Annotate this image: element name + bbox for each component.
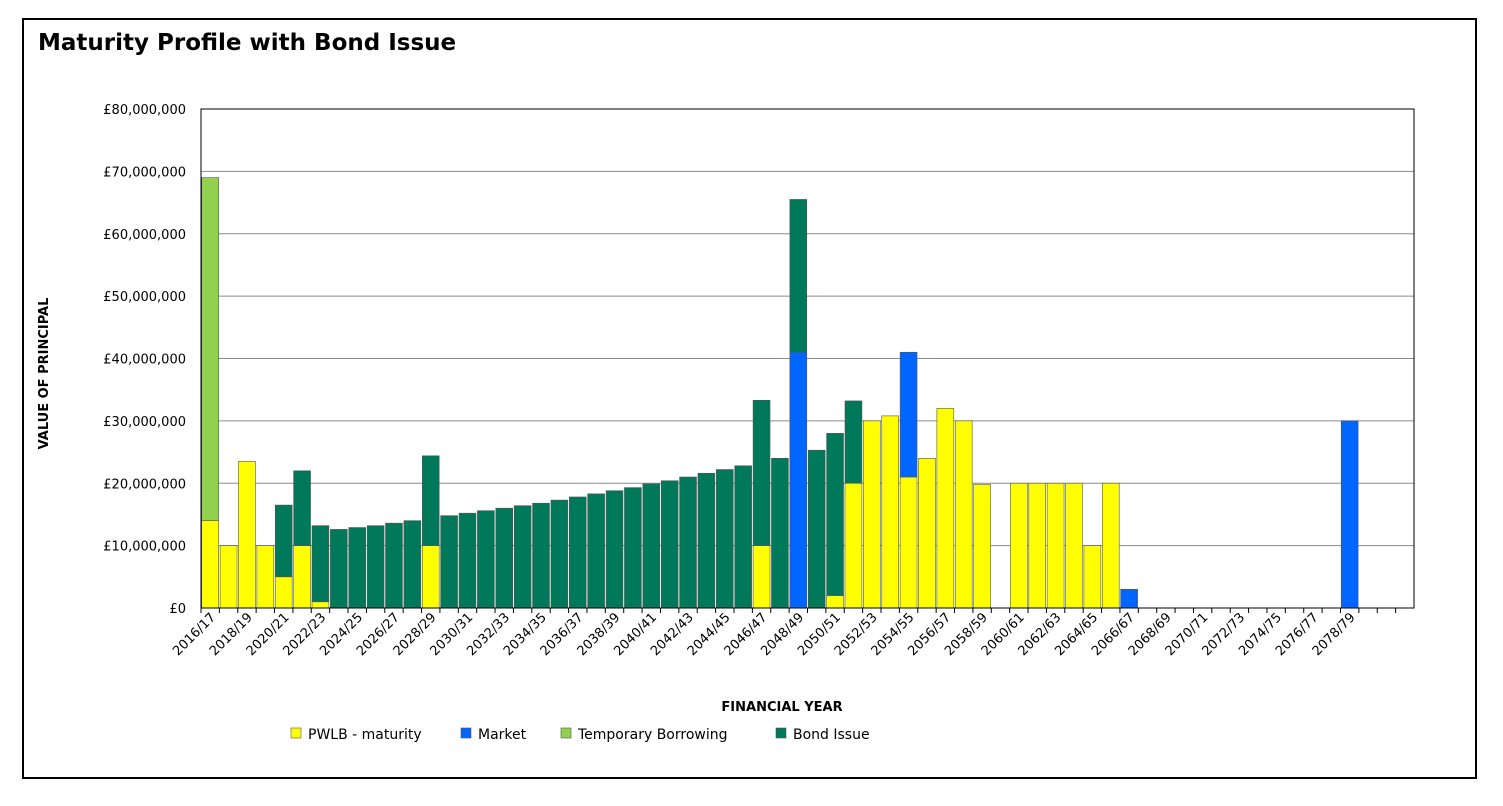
- bar-bond-issue-2041-42: [660, 480, 679, 609]
- legend-label: Market: [478, 727, 527, 743]
- bar-pwlb-maturity-2064-65: [1083, 545, 1102, 609]
- legend-swatch: [560, 727, 572, 739]
- legend-label: Bond Issue: [793, 727, 870, 743]
- bar-pwlb-maturity-2046-47: [752, 545, 771, 609]
- y-axis-tick-labels: £0 £10,000,000 £20,000,000 £30,000,000 £40,0…: [103, 103, 186, 617]
- bar-bond-issue-2042-43: [679, 476, 697, 609]
- x-axis-title: FINANCIAL YEAR: [721, 700, 842, 715]
- bar-bond-issue-2034-35: [532, 502, 550, 609]
- bar-pwlb-maturity-2057-58: [954, 420, 973, 609]
- bar-pwlb-maturity-2021-22: [293, 545, 311, 609]
- bar-pwlb-maturity-2060-61: [1010, 482, 1028, 609]
- bar-market-2066-67: [1120, 588, 1138, 609]
- y-tick-label: £70,000,000: [103, 165, 186, 180]
- x-axis-tick-labels: 2016/172018/192020/212022/232024/252026/…: [170, 608, 1397, 659]
- bar-bond-issue-2039-40: [624, 487, 642, 609]
- y-tick-label: £10,000,000: [103, 540, 186, 555]
- bar-pwlb-maturity-2053-54: [881, 415, 899, 609]
- bar-bond-issue-2029-30: [440, 515, 458, 609]
- bar-bond-issue-2032-33: [495, 507, 514, 609]
- y-tick-label: £60,000,000: [103, 228, 186, 243]
- legend: PWLB - maturity Market Temporary Borrowing…: [290, 727, 870, 743]
- chart-title: Maturity Profile with Bond Issue: [38, 30, 457, 56]
- y-axis-title: VALUE OF PRINCIPAL: [37, 298, 52, 450]
- bar-bond-issue-2036-37: [569, 496, 587, 609]
- chart-frame: [22, 18, 1477, 779]
- bar-pwlb-maturity-2017-18: [219, 545, 238, 609]
- bar-bond-issue-2051-52: [844, 400, 863, 484]
- legend-swatch: [775, 727, 787, 739]
- bars: [201, 177, 1359, 609]
- bar-pwlb-maturity-2050-51: [826, 595, 844, 609]
- bar-bond-issue-2049-50: [807, 449, 826, 609]
- y-tick-label: £50,000,000: [103, 290, 186, 305]
- bar-bond-issue-2043-44: [697, 472, 716, 609]
- bar-bond-issue-2047-48: [771, 457, 789, 609]
- bar-market-2054-55: [899, 351, 918, 478]
- bar-bond-issue-2038-39: [605, 490, 624, 609]
- bar-pwlb-maturity-2055-56: [918, 457, 936, 609]
- legend-swatch: [290, 727, 302, 739]
- bar-pwlb-maturity-2056-57: [936, 408, 955, 609]
- bar-bond-issue-2046-47: [752, 399, 771, 546]
- bar-pwlb-maturity-2065-66: [1101, 482, 1120, 609]
- bar-pwlb-maturity-2022-23: [311, 601, 330, 609]
- bar-pwlb-maturity-2052-53: [863, 420, 881, 609]
- bar-bond-issue-2024-25: [348, 527, 366, 609]
- bar-bond-issue-2020-21: [274, 504, 293, 578]
- bar-bond-issue-2021-22: [293, 470, 311, 546]
- bar-bond-issue-2031-32: [477, 510, 495, 609]
- bar-pwlb-maturity-2020-21: [274, 576, 293, 609]
- bar-pwlb-maturity-2018-19: [238, 461, 256, 609]
- y-tick-label: £30,000,000: [103, 415, 186, 430]
- bar-pwlb-maturity-2058-59: [973, 484, 991, 609]
- bar-pwlb-maturity-2028-29: [421, 545, 440, 609]
- y-tick-label: £40,000,000: [103, 353, 186, 368]
- bar-market-2078-79: [1340, 420, 1359, 609]
- bar-bond-issue-2022-23: [311, 525, 330, 603]
- bar-pwlb-maturity-2016-17: [201, 520, 219, 609]
- bar-temporary-borrowing-2016-17: [201, 177, 219, 521]
- legend-label: PWLB - maturity: [308, 727, 422, 743]
- bar-bond-issue-2028-29: [421, 455, 440, 546]
- bar-pwlb-maturity-2063-64: [1065, 482, 1083, 609]
- y-tick-label: £0: [169, 602, 186, 617]
- bar-pwlb-maturity-2061-62: [1028, 482, 1046, 609]
- bar-market-2048-49: [789, 351, 808, 609]
- bar-pwlb-maturity-2054-55: [899, 476, 918, 609]
- bar-bond-issue-2050-51: [826, 433, 844, 596]
- bar-bond-issue-2025-26: [366, 525, 385, 609]
- bar-pwlb-maturity-2051-52: [844, 482, 863, 609]
- bar-bond-issue-2023-24: [330, 529, 348, 609]
- bar-bond-issue-2048-49: [789, 199, 808, 353]
- bar-bond-issue-2035-36: [550, 499, 569, 609]
- bar-bond-issue-2040-41: [642, 483, 661, 609]
- bar-bond-issue-2026-27: [385, 522, 403, 609]
- bar-bond-issue-2030-31: [458, 512, 477, 609]
- y-tick-label: £20,000,000: [103, 477, 186, 492]
- legend-label: Temporary Borrowing: [577, 727, 728, 743]
- bar-bond-issue-2037-38: [587, 493, 605, 609]
- bar-bond-issue-2027-28: [403, 520, 422, 609]
- bar-bond-issue-2045-46: [734, 465, 752, 609]
- legend-swatch: [460, 727, 472, 739]
- bar-bond-issue-2044-45: [716, 469, 734, 609]
- bar-pwlb-maturity-2019-20: [256, 545, 275, 609]
- y-tick-label: £80,000,000: [103, 103, 186, 118]
- bar-bond-issue-2033-34: [513, 505, 532, 609]
- bar-pwlb-maturity-2062-63: [1046, 482, 1065, 609]
